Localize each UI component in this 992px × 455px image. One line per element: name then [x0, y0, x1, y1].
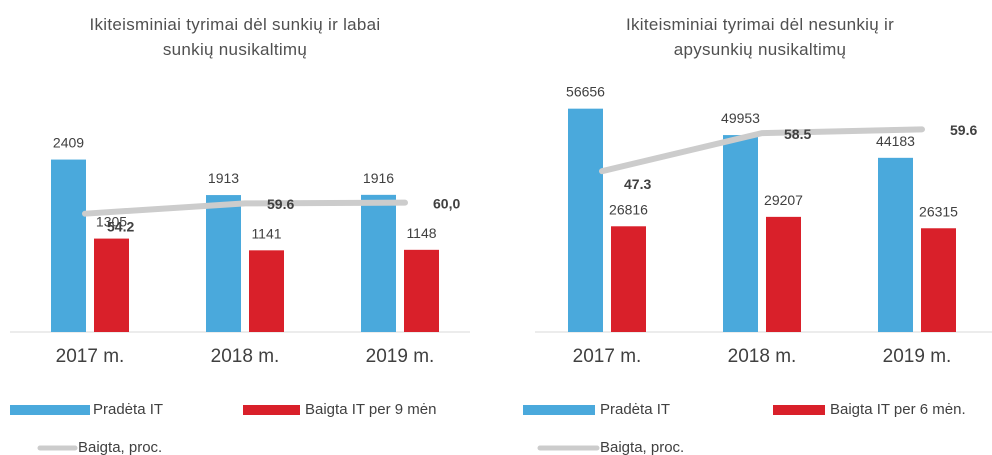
line-series [82, 199, 408, 217]
legend-swatch [243, 405, 300, 415]
data-label: 49953 [721, 110, 760, 126]
data-label: 1305 [96, 214, 127, 230]
data-label: 26315 [919, 203, 958, 219]
bar [611, 226, 646, 332]
data-label: 2409 [53, 135, 84, 151]
x-tick-label: 2018 m. [728, 346, 797, 367]
chart-title: Ikiteisminiai tyrimai dėl sunkių ir laba… [89, 15, 381, 59]
bar [206, 195, 241, 332]
bar [94, 238, 129, 332]
legend-label: Pradėta IT [93, 401, 163, 418]
data-label: 44183 [876, 133, 915, 149]
legend-label: Baigta IT per 6 mėn. [830, 401, 966, 418]
data-label: 1141 [251, 225, 281, 241]
x-tick-label: 2017 m. [573, 346, 642, 367]
data-label: 54.2 [107, 218, 134, 234]
chart-title: Ikiteisminiai tyrimai dėl nesunkių ir ap… [625, 15, 895, 59]
bar [404, 249, 439, 332]
legend-label: Pradėta IT [600, 401, 670, 418]
legend-label: Baigta, proc. [600, 439, 684, 455]
bar [568, 108, 603, 333]
line-series [599, 126, 925, 175]
data-label: 47.3 [624, 176, 651, 192]
data-label: 58.5 [784, 126, 811, 142]
data-label: 29207 [764, 192, 803, 208]
data-label: 26816 [609, 201, 648, 217]
x-tick-label: 2018 m. [211, 346, 280, 367]
data-label: 1148 [406, 225, 436, 241]
bar [51, 159, 86, 332]
legend-label: Baigta IT per 9 mėn [305, 401, 436, 418]
data-label: 56656 [566, 84, 605, 100]
legend-swatch [523, 405, 595, 415]
bar [361, 194, 396, 332]
legend-swatch [773, 405, 825, 415]
data-label: 60,0 [433, 195, 460, 211]
bar [249, 250, 284, 332]
x-tick-label: 2017 m. [56, 346, 125, 367]
data-label: 1913 [208, 170, 239, 186]
data-label: 1916 [363, 170, 394, 186]
bar [723, 135, 758, 332]
bar [878, 157, 913, 332]
data-label: 59.6 [950, 122, 977, 138]
bar [766, 216, 801, 332]
data-label: 59.6 [267, 196, 294, 212]
bar [921, 228, 956, 332]
legend-label: Baigta, proc. [78, 439, 162, 455]
x-tick-label: 2019 m. [883, 346, 952, 367]
x-tick-label: 2019 m. [366, 346, 435, 367]
legend-swatch [10, 405, 90, 415]
